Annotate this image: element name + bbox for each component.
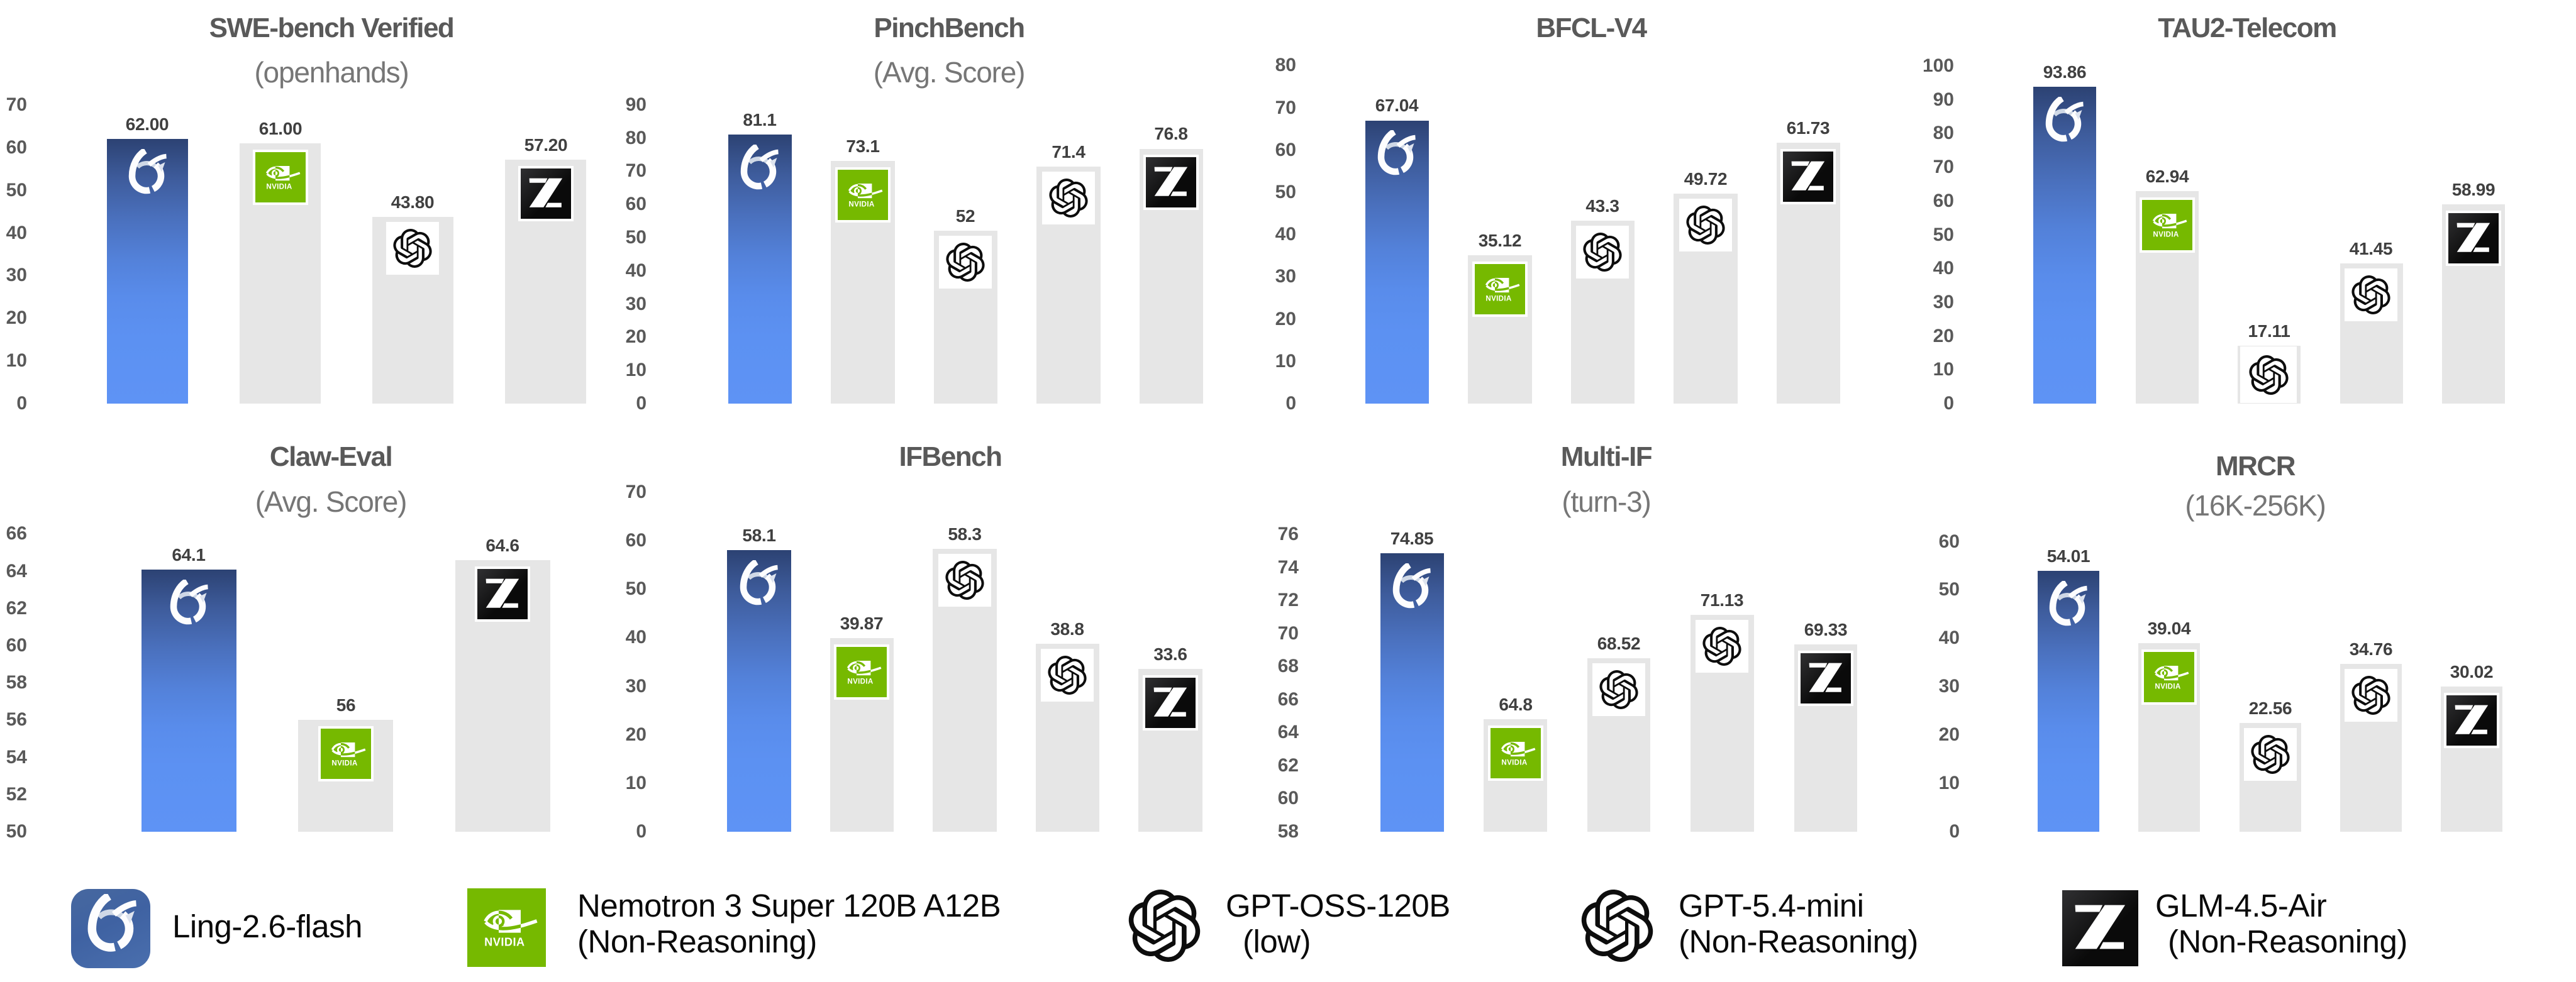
svg-text:NVIDIA: NVIDIA xyxy=(266,182,292,190)
svg-text:NVIDIA: NVIDIA xyxy=(484,935,525,948)
svg-text:NVIDIA: NVIDIA xyxy=(331,759,358,767)
svg-text:NVIDIA: NVIDIA xyxy=(2155,682,2181,690)
svg-text:NVIDIA: NVIDIA xyxy=(2153,230,2179,238)
svg-text:NVIDIA: NVIDIA xyxy=(1501,758,1528,766)
svg-text:NVIDIA: NVIDIA xyxy=(847,677,874,685)
svg-text:NVIDIA: NVIDIA xyxy=(848,200,875,208)
svg-text:NVIDIA: NVIDIA xyxy=(1485,294,1512,302)
